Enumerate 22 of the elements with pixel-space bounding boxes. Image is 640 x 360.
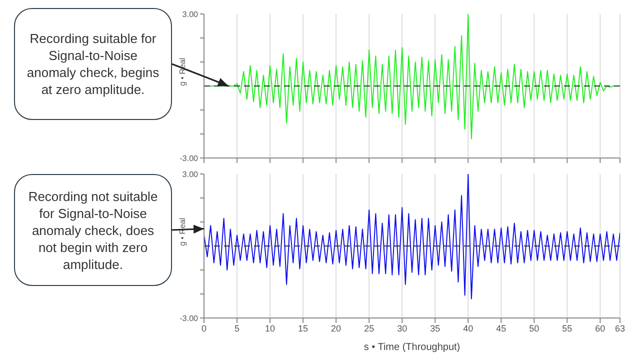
x-tick-label: 30 xyxy=(397,323,408,334)
x-tick-label: 60 xyxy=(595,323,606,334)
annotation: Recording suitable for Signal-to-Noise anomaly check, begins at zero amplitude. xyxy=(26,30,160,98)
x-tick-label: 10 xyxy=(265,323,276,334)
x-tick-label: 40 xyxy=(463,323,474,334)
x-tick-label: 15 xyxy=(298,323,308,334)
x-tick-label: 63 xyxy=(614,323,626,334)
text: Recording not suitable for Signal-to-Noise anomaly check, does not begin with zero amplitude. xyxy=(27,188,159,272)
x-tick-label: 25 xyxy=(364,323,374,334)
line-series xyxy=(204,174,620,300)
x-tick-label: 35 xyxy=(430,323,440,334)
y-tick-label: 3.00 xyxy=(182,10,199,19)
x-tick-label: 55 xyxy=(562,323,572,334)
x-tick-label: 50 xyxy=(529,323,540,334)
x-tick-label: 45 xyxy=(496,323,506,334)
x-tick-label: 5 xyxy=(234,323,240,334)
y-tick-label: -3.00 xyxy=(180,154,199,163)
x-tick-label: 20 xyxy=(331,323,342,334)
y-tick-label: 3.00 xyxy=(182,170,199,179)
y-tick-label: -3.00 xyxy=(180,314,199,323)
x-tick-label: 0 xyxy=(201,323,207,334)
x-axis-title: s • Time (Throughput) xyxy=(364,342,460,353)
